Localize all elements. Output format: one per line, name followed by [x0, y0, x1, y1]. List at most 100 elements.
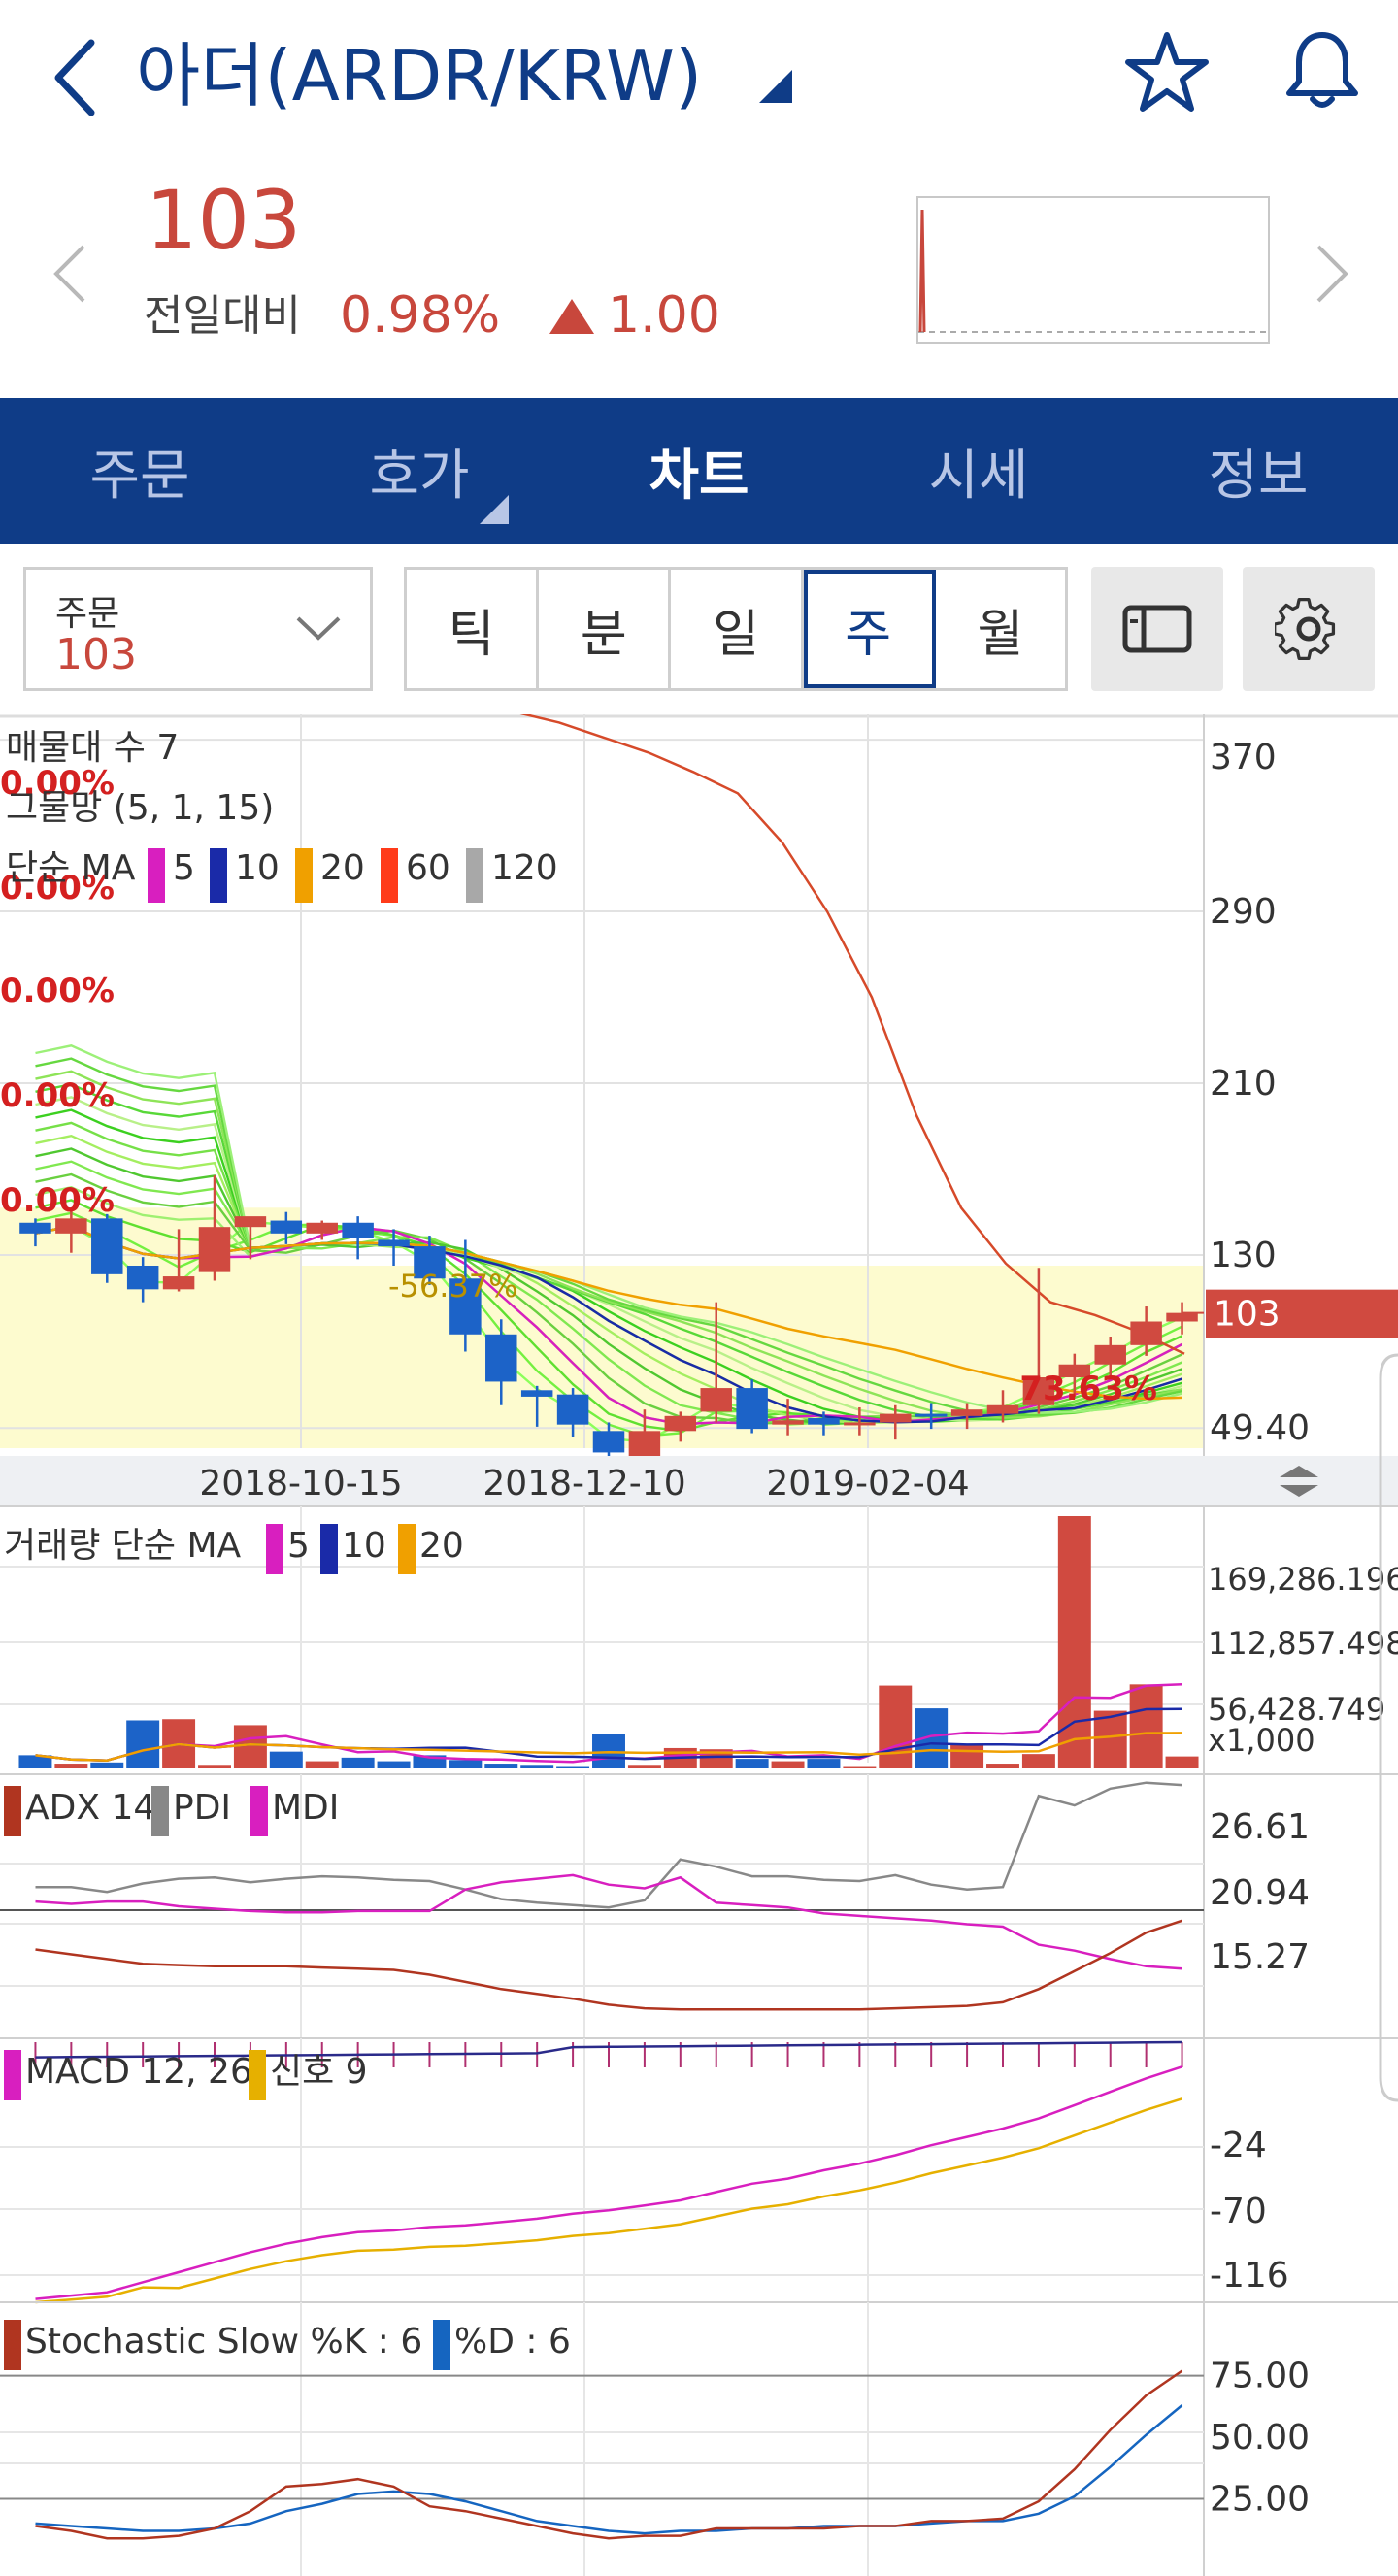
x-tick-label: 2019-02-04 [766, 1464, 969, 1503]
triangle-down-icon[interactable] [759, 70, 792, 103]
y-tick-label: 169,286.196 [1208, 1561, 1398, 1598]
y-tick-label: 130 [1210, 1236, 1277, 1275]
tab-info[interactable]: 정보 [1118, 398, 1398, 544]
order-label: 주문 [55, 594, 120, 634]
candle [306, 1222, 338, 1234]
volume-bar [843, 1766, 877, 1768]
mini-chart[interactable] [916, 196, 1270, 344]
period-selector: 틱 분 일 주 월 [404, 567, 1068, 691]
change-percent: 0.98% [340, 286, 501, 345]
legend-swatch [4, 2050, 21, 2100]
candle [55, 1218, 87, 1234]
net-percent-label: 0.00% [0, 764, 115, 803]
y-tick-label: -24 [1210, 2126, 1267, 2165]
legend-label: 5 [287, 1526, 310, 1566]
tab-label: 시세 [928, 444, 1029, 508]
legend-swatch [4, 1786, 21, 1836]
legend-label: MACD 12, 26 [25, 2052, 252, 2092]
volume-bar [449, 1760, 483, 1768]
triangle-up-icon [548, 297, 596, 336]
net-line [35, 1070, 1182, 1419]
order-quick-select[interactable]: 주문 103 [23, 567, 373, 691]
period-week[interactable]: 주 [803, 570, 936, 688]
legend-swatch [466, 848, 483, 903]
legend-swatch [295, 848, 313, 903]
bell-icon[interactable] [1280, 27, 1365, 113]
change-label: 전일대비 [144, 291, 301, 341]
tab-market[interactable]: 시세 [839, 398, 1118, 544]
current-price: 103 [146, 173, 302, 268]
net-percent-label: 0.00% [0, 972, 115, 1010]
layout-toggle-icon [1122, 605, 1192, 653]
candle [808, 1418, 840, 1425]
candle [342, 1222, 374, 1238]
volume-bar [54, 1764, 88, 1768]
side-scroll-handle[interactable] [1379, 1353, 1398, 2102]
header: 아더(ARDR/KRW) [0, 0, 1398, 155]
legend-ma-period: 20 [320, 848, 365, 888]
legend-swatch [210, 848, 227, 903]
tab-orderbook[interactable]: 호가 [280, 398, 559, 544]
layout-toggle-button[interactable] [1091, 567, 1223, 691]
candle [1022, 1377, 1055, 1405]
page-title[interactable]: 아더(ARDR/KRW) [136, 35, 703, 116]
macd-oscillator-line [35, 2040, 1182, 2059]
axis-resize-handle-icon[interactable] [1280, 1466, 1318, 1497]
candle [664, 1415, 697, 1432]
volume-profile-zone [0, 1207, 301, 1448]
x-tick-label: 2018-10-15 [199, 1464, 402, 1503]
candle [986, 1404, 1019, 1414]
legend-swatch [249, 2050, 266, 2100]
x-tick-label: 2018-12-10 [483, 1464, 685, 1503]
legend-swatch [381, 848, 398, 903]
star-icon[interactable] [1124, 29, 1210, 115]
candle [736, 1388, 768, 1430]
period-day[interactable]: 일 [671, 570, 804, 688]
legend-net: 그물망 (5, 1, 15) [6, 788, 274, 828]
y-tick-label: 370 [1210, 738, 1277, 777]
chart-area[interactable]: 0.00% 0.00% 0.00% 0.00% 0.00% -56.37% 73.63% 매물… [0, 714, 1398, 2576]
legend-swatch [433, 2320, 450, 2370]
volume-bar [1057, 1516, 1091, 1768]
net-percent-label: -56.37% [388, 1268, 518, 1305]
main-tabs: 주문 호가 차트 시세 정보 [0, 398, 1398, 544]
volume-bar [807, 1759, 841, 1768]
submenu-triangle-icon [480, 495, 509, 524]
period-month[interactable]: 월 [977, 605, 1024, 664]
volume-bar [627, 1765, 661, 1768]
volume-bar [1165, 1756, 1199, 1768]
next-coin-icon[interactable] [1313, 243, 1351, 305]
prev-coin-icon[interactable] [50, 243, 89, 305]
candle [162, 1276, 195, 1290]
candle [126, 1266, 159, 1290]
candle [234, 1216, 267, 1228]
period-tick[interactable]: 틱 [407, 570, 540, 688]
tab-label: 호가 [369, 444, 470, 508]
chevron-left-icon[interactable] [47, 37, 105, 118]
legend-label: 신호 9 [270, 2052, 368, 2092]
candle [592, 1431, 625, 1453]
tab-order[interactable]: 주문 [0, 398, 280, 544]
candle [772, 1420, 804, 1425]
price-panel [0, 155, 1398, 398]
volume-bar [18, 1755, 52, 1768]
period-minute[interactable]: 분 [539, 570, 672, 688]
legend-ma-period: 10 [235, 848, 280, 888]
legend-swatch [250, 1786, 268, 1836]
volume-bar [735, 1759, 769, 1768]
volume-bar [986, 1764, 1019, 1768]
y-tick-label: 75.00 [1210, 2357, 1310, 2396]
y-tick-label: 56,428.749 [1208, 1691, 1385, 1728]
mdi-line [35, 1873, 1182, 1970]
legend-ma: 단순 MA [6, 848, 136, 888]
candle [950, 1409, 983, 1416]
candle [880, 1413, 912, 1423]
legend-swatch [151, 1786, 169, 1836]
current-price-marker [1206, 1289, 1398, 1338]
chart-settings-button[interactable] [1243, 567, 1375, 691]
y-tick-label: 50.00 [1210, 2418, 1310, 2458]
tab-chart[interactable]: 차트 [559, 398, 839, 544]
y-tick-label: 290 [1210, 892, 1277, 932]
volume-bar [484, 1764, 518, 1768]
candle [1130, 1321, 1162, 1345]
